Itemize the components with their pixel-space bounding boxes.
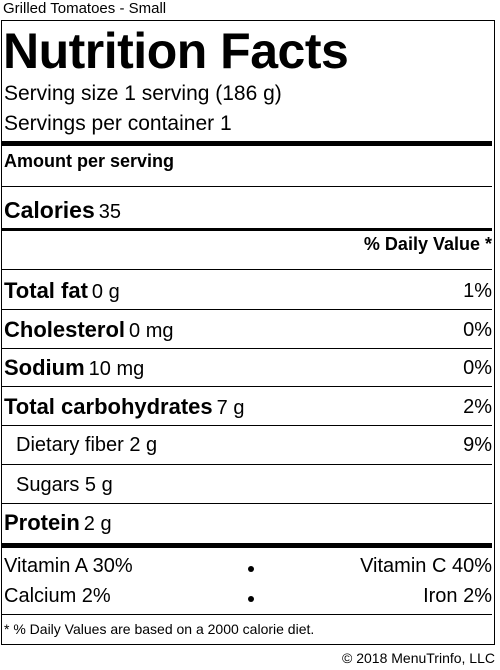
nutrient-row-dietary-fiber: Dietary fiber 2 g 9% — [16, 432, 492, 458]
bullet-icon — [248, 596, 254, 602]
nutrient-row-total-carbohydrates: Total carbohydrates 7 g 2% — [4, 394, 492, 420]
product-name: Grilled Tomatoes - Small — [3, 0, 167, 17]
nutrient-amount: 10 mg — [88, 358, 145, 380]
nutrient-label: Dietary fiber 2 g — [16, 434, 158, 456]
divider — [2, 614, 492, 615]
divider — [2, 348, 492, 349]
nutrient-amount: 0 g — [91, 281, 120, 303]
bullet-icon — [248, 566, 254, 572]
thick-divider — [2, 543, 492, 548]
servings-per-container: Servings per container 1 — [4, 112, 232, 135]
nutrient-dv: 1% — [463, 280, 492, 302]
divider — [2, 464, 492, 465]
nutrient-amount: 2 g — [83, 513, 112, 535]
divider — [2, 186, 492, 187]
nutrient-row-cholesterol: Cholesterol 0 mg 0% — [4, 317, 492, 343]
calories-row: Calories 35 — [4, 195, 492, 225]
nutrient-label: Total carbohydrates — [4, 394, 213, 419]
nutrient-row-total-fat: Total fat 0 g 1% — [4, 278, 492, 304]
calcium: Calcium 2% — [4, 585, 111, 607]
iron: Iron 2% — [423, 585, 492, 607]
copyright: © 2018 MenuTrinfo, LLC — [342, 650, 495, 666]
nutrient-dv: 9% — [463, 434, 492, 456]
footnote: * % Daily Values are based on a 2000 cal… — [4, 621, 315, 637]
nutrient-amount: 7 g — [216, 397, 245, 419]
label-title: Nutrition Facts — [3, 23, 349, 79]
thick-divider — [2, 141, 492, 146]
divider — [2, 269, 492, 270]
nutrient-label: Total fat — [4, 278, 88, 303]
divider — [2, 503, 492, 504]
nutrient-amount: 0 mg — [129, 320, 174, 342]
nutrient-dv: 2% — [463, 396, 492, 418]
nutrient-dv: 0% — [463, 357, 492, 379]
nutrient-dv: 0% — [463, 319, 492, 341]
nutrient-row-sugars: Sugars 5 g — [16, 472, 492, 498]
vitamin-a: Vitamin A 30% — [4, 555, 133, 577]
calories-value: 35 — [98, 201, 122, 223]
nutrient-label: Protein — [4, 510, 80, 535]
nutrient-row-protein: Protein 2 g — [4, 510, 492, 536]
nutrition-label — [1, 20, 495, 645]
nutrient-label: Cholesterol — [4, 317, 126, 342]
vitamin-c: Vitamin C 40% — [360, 555, 492, 577]
divider — [2, 386, 492, 387]
calories-label: Calories — [4, 197, 95, 223]
amount-per-serving: Amount per serving — [4, 151, 175, 171]
serving-size: Serving size 1 serving (186 g) — [4, 82, 282, 105]
nutrient-label: Sugars 5 g — [16, 474, 113, 496]
daily-value-header: % Daily Value * — [363, 234, 492, 254]
nutrient-row-sodium: Sodium 10 mg 0% — [4, 355, 492, 381]
nutrient-label: Sodium — [4, 355, 85, 380]
medium-divider — [2, 228, 492, 231]
divider — [2, 309, 492, 310]
divider — [2, 425, 492, 426]
